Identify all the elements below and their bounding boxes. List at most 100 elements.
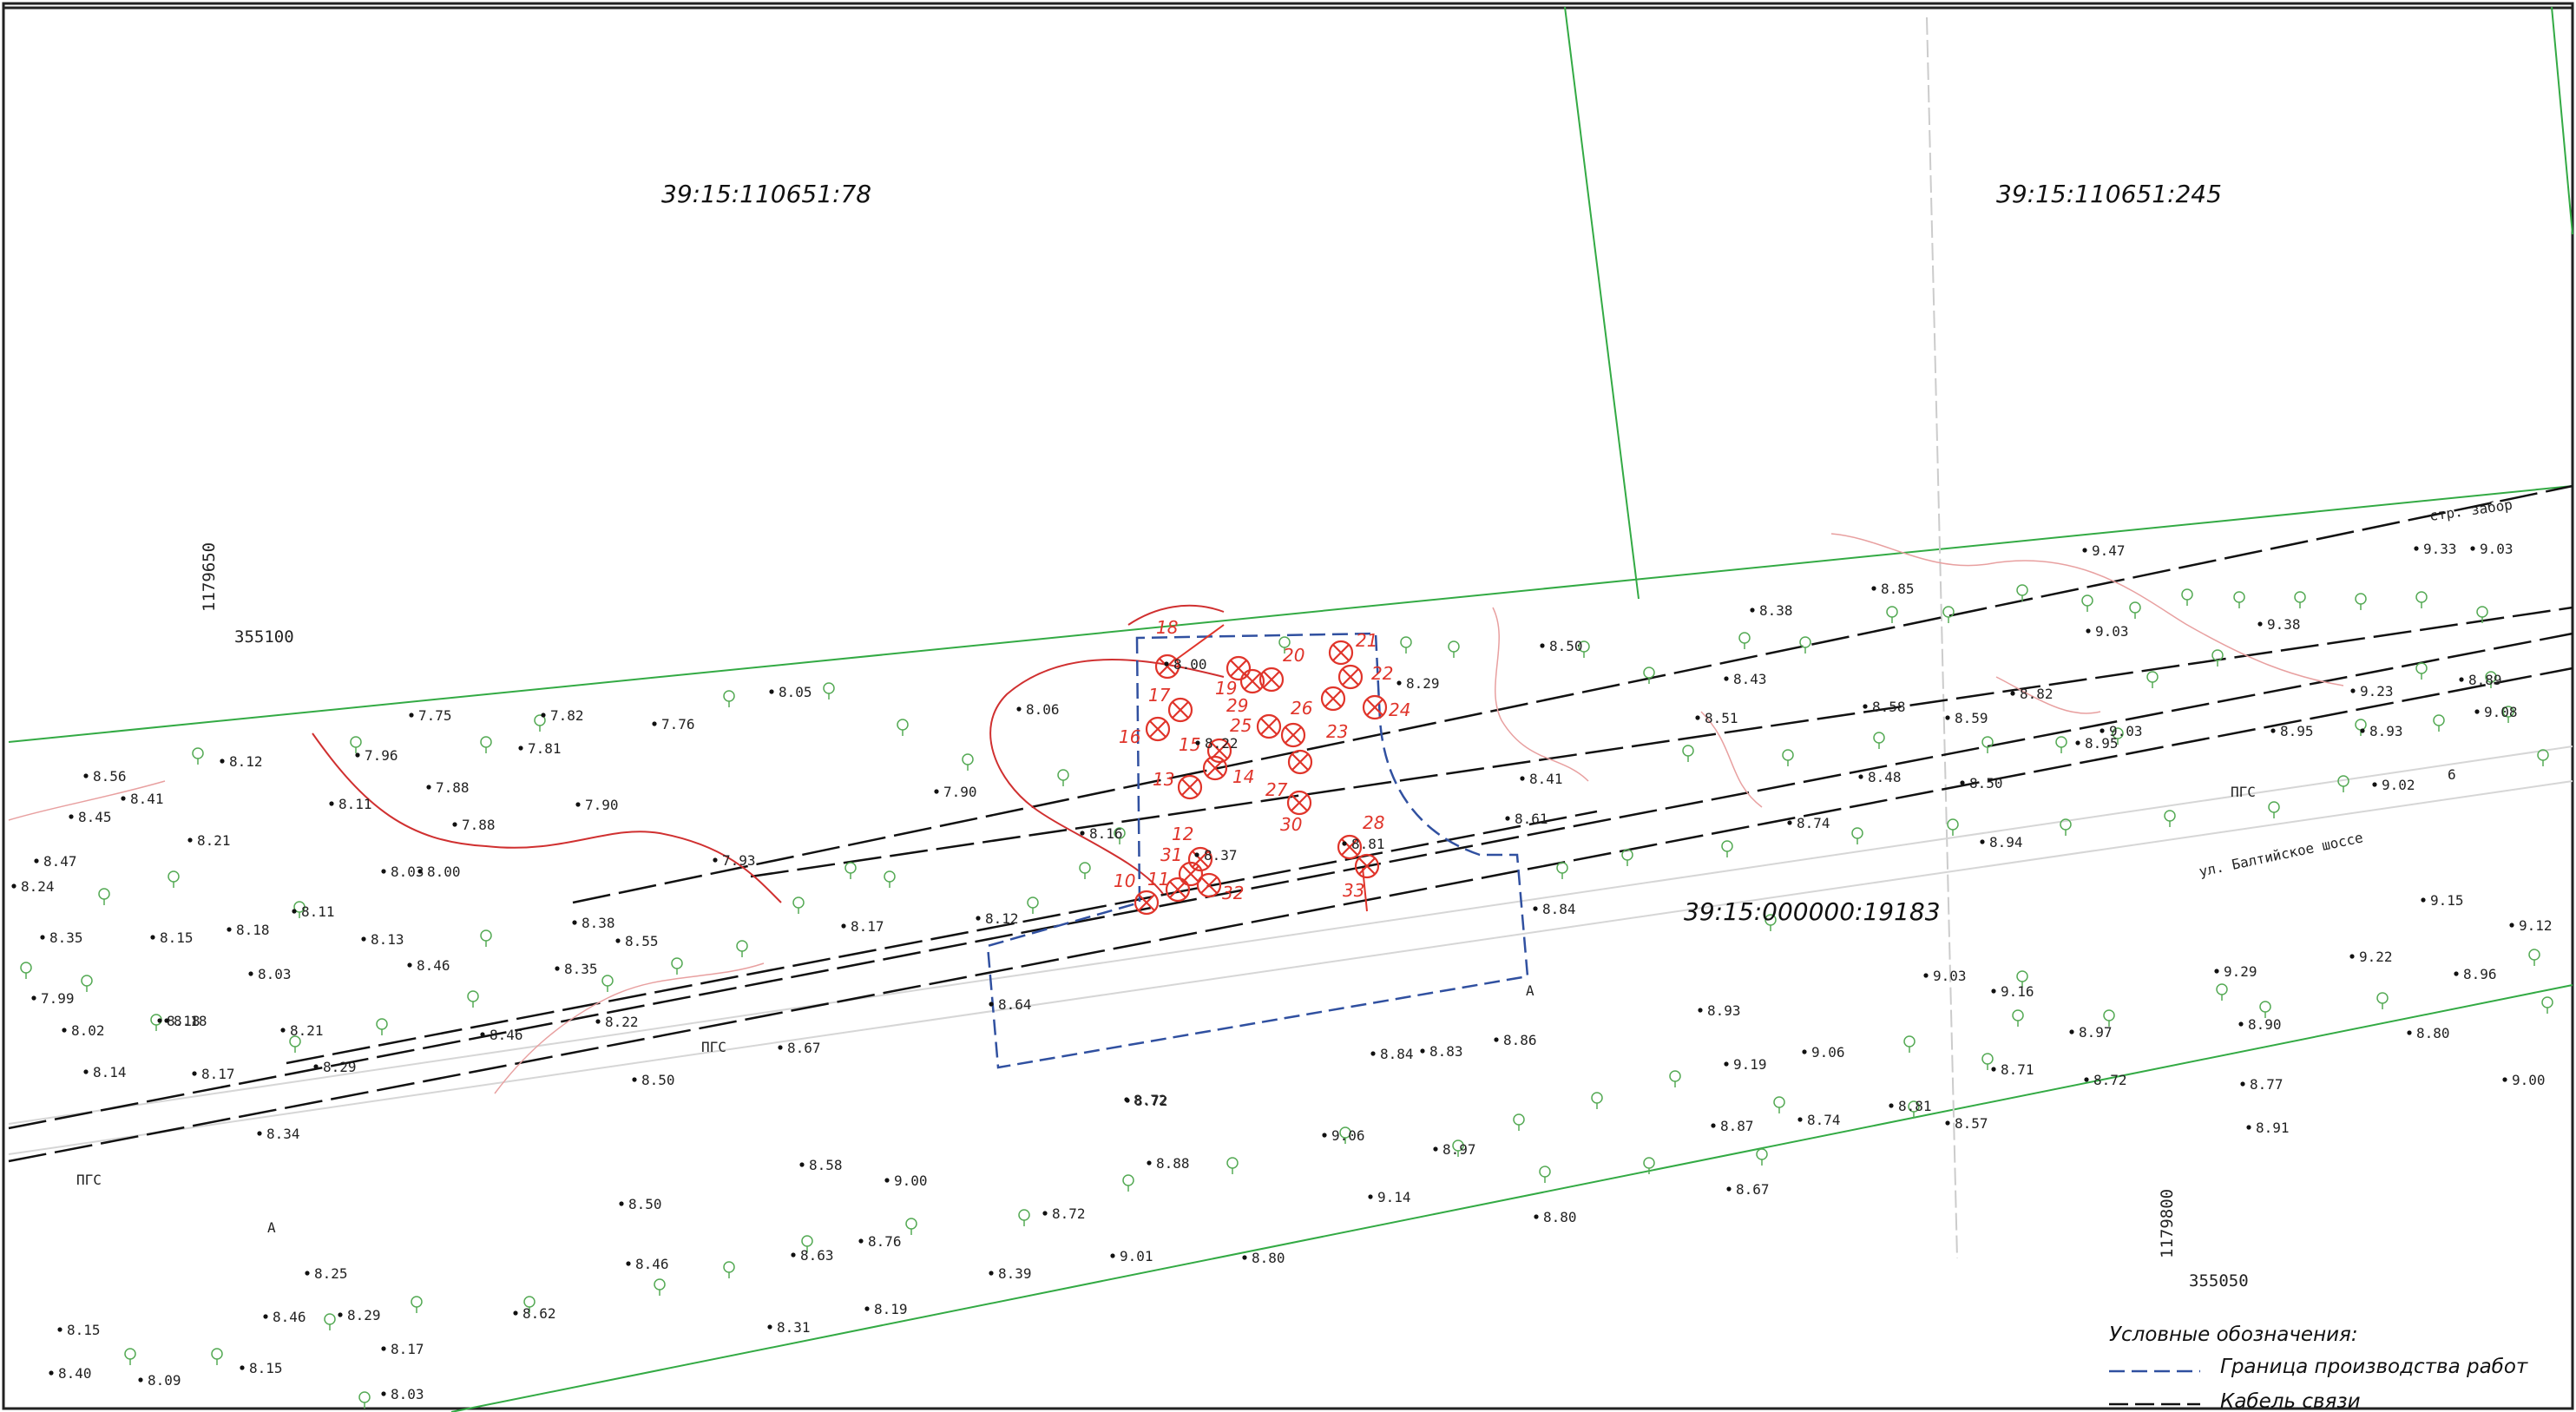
survey-well-marker [1177, 774, 1203, 800]
tree-symbol [2060, 818, 2072, 836]
elevation-point [305, 1271, 310, 1276]
elevation-point [864, 1306, 870, 1311]
tree-symbol [467, 990, 479, 1008]
survey-well-number: 32 [1222, 883, 1244, 903]
elevation-value: 7.88 [436, 779, 470, 796]
elevation-point [2421, 897, 2426, 903]
elevation-value: 8.58 [1872, 699, 1906, 715]
elevation-value: 9.02 [2382, 777, 2415, 793]
elevation-value: 8.51 [1705, 710, 1738, 726]
elevation-point [713, 857, 718, 863]
elevation-value: 8.81 [1898, 1098, 1932, 1114]
elevation-point [2010, 691, 2015, 696]
elevation-value: 8.38 [1759, 602, 1793, 619]
tree-symbol [2181, 588, 2193, 606]
tree-symbol [20, 962, 32, 979]
elevation-value: 8.22 [605, 1014, 639, 1030]
elevation-point [1726, 1186, 1732, 1192]
elevation-value: 7.96 [365, 747, 398, 764]
elevation-point [480, 1032, 485, 1037]
elevation-value: 8.61 [1515, 811, 1548, 827]
elevation-value: 8.46 [273, 1309, 306, 1325]
elevation-value: 8.19 [874, 1301, 908, 1317]
elevation-value: 8.02 [71, 1022, 105, 1039]
tree-symbol [1782, 749, 1794, 766]
elevation-point [1433, 1146, 1438, 1152]
survey-well-number: 19 [1215, 678, 1237, 699]
tree-symbol [81, 975, 93, 992]
tree-symbol [1539, 1166, 1551, 1183]
elevation-value: 8.94 [1989, 834, 2023, 850]
tree-symbol [601, 975, 614, 992]
survey-well-number: 17 [1148, 685, 1171, 706]
survey-well-number: 20 [1283, 645, 1304, 666]
tree-symbol [211, 1348, 223, 1365]
tree-symbol [124, 1348, 136, 1365]
tree-symbol [1018, 1209, 1030, 1226]
elevation-value: 8.06 [1026, 701, 1060, 718]
elevation-value: 8.59 [1955, 710, 1988, 726]
tree-symbol [2415, 591, 2428, 608]
parcel-label-3: 39:15:000000:19183 [1684, 897, 1941, 926]
tree-symbol [293, 901, 306, 918]
tree-symbol [1981, 736, 1994, 753]
elevation-value: 8.93 [2369, 723, 2403, 739]
grid-x-label-1: 1179650 [200, 542, 219, 612]
elevation-value: 8.31 [777, 1319, 811, 1336]
elevation-point [1724, 1061, 1729, 1067]
elevation-point [313, 1064, 319, 1069]
tree-symbol [192, 747, 204, 765]
elevation-value: 8.00 [1173, 656, 1207, 673]
elevation-point [2270, 728, 2276, 733]
elevation-point [1370, 1051, 1376, 1056]
elevation-point [34, 858, 39, 864]
elevation-value: 8.74 [1807, 1112, 1841, 1128]
elevation-point [1042, 1211, 1048, 1216]
survey-well-number: 21 [1356, 630, 1377, 651]
elevation-value: 8.97 [2079, 1024, 2113, 1041]
tree-symbol [411, 1296, 423, 1313]
elevation-point [1342, 841, 1347, 846]
elevation-point [1520, 776, 1525, 781]
elevation-point [1945, 715, 1950, 720]
elevation-value: 8.05 [779, 684, 812, 700]
elevation-value: 8.50 [628, 1196, 662, 1212]
elevation-point [1016, 706, 1022, 712]
elevation-value: 8.29 [1406, 675, 1440, 692]
elevation-value: 8.03 [258, 966, 292, 982]
tree-symbol [1027, 896, 1039, 914]
elevation-value: 8.45 [78, 809, 112, 825]
elevation-point [227, 927, 232, 932]
elevation-point [769, 689, 774, 694]
tree-symbol [2211, 649, 2224, 667]
tree-symbol [350, 736, 362, 753]
fence-label: стр. забор [2428, 496, 2514, 524]
elevation-point [187, 837, 193, 843]
elevation-value: 8.37 [1204, 847, 1238, 864]
elevation-point [1750, 607, 1755, 613]
elevation-value: 8.25 [314, 1265, 348, 1282]
elevation-value: 8.81 [1351, 836, 1385, 852]
elevation-value: 8.58 [809, 1157, 843, 1173]
elevation-point [1125, 1098, 1130, 1103]
tree-symbol [1873, 732, 1885, 749]
elevation-value: 8.89 [2468, 672, 2502, 688]
survey-well-number: 30 [1280, 814, 1302, 835]
elevation-point [83, 1069, 89, 1074]
elevation-point [2246, 1125, 2251, 1130]
elevation-value: 8.56 [93, 768, 127, 785]
elevation-value: 9.23 [2360, 683, 2394, 699]
elevation-value: 8.18 [236, 922, 270, 938]
surface-label-2: ПГС [76, 1172, 102, 1188]
elevation-value: 8.24 [21, 878, 55, 895]
elevation-value: 8.85 [1881, 581, 1915, 597]
surface-label-1: ПГС [701, 1039, 726, 1055]
elevation-point [632, 1077, 637, 1082]
elevation-value: 8.00 [427, 864, 461, 880]
elevation-value: 8.72 [2093, 1072, 2127, 1088]
elevation-point [2407, 1030, 2412, 1035]
elevation-point [989, 1271, 994, 1276]
elevation-value: 8.82 [2020, 686, 2054, 702]
elevation-point [1797, 1117, 1803, 1122]
